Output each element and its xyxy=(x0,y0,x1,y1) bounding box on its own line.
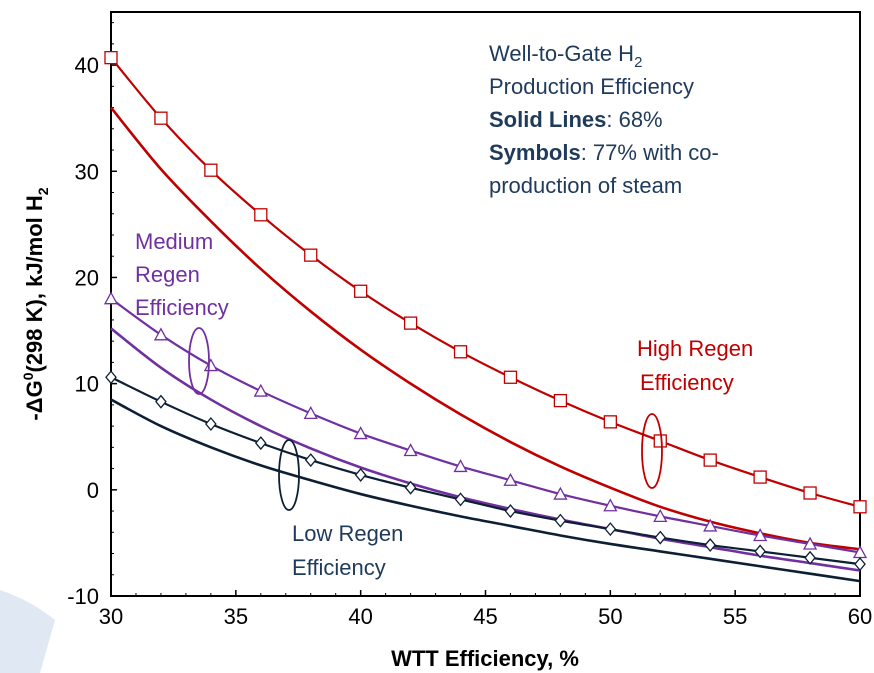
annotation-symbols-line2: production of steam xyxy=(489,173,682,198)
high-symbol-line xyxy=(110,56,861,508)
medium-triangle-marker xyxy=(653,509,668,523)
high-square-marker xyxy=(603,415,617,429)
x-tick-label: 40 xyxy=(348,604,372,629)
low-regen-label-1: Low Regen xyxy=(292,521,403,546)
low-diamond-marker xyxy=(804,550,816,565)
low-diamond-marker xyxy=(254,436,267,451)
x-tick-label: 55 xyxy=(723,604,747,629)
medium-regen-label-3: Efficiency xyxy=(135,295,229,320)
low-diamond-marker xyxy=(854,557,866,572)
medium-triangle-marker xyxy=(153,327,169,341)
medium-triangle-marker xyxy=(403,443,418,457)
low-solid-line xyxy=(110,398,861,583)
medium-triangle-marker xyxy=(553,486,568,500)
high-square-marker xyxy=(653,434,667,448)
low-diamond-marker xyxy=(454,492,467,507)
high-square-marker xyxy=(753,470,767,484)
high-square-marker xyxy=(703,453,717,467)
high-group-ellipse xyxy=(641,413,663,489)
low-diamond-marker xyxy=(554,513,567,528)
medium-triangle-marker xyxy=(802,536,818,550)
high-regen-label-1: High Regen xyxy=(637,336,753,361)
low-diamond-marker xyxy=(404,480,417,495)
medium-triangle-marker xyxy=(603,498,618,512)
annotation-box-title: Well-to-Gate H2 xyxy=(489,41,642,71)
x-axis-title: WTT Efficiency, % xyxy=(391,646,579,671)
medium-triangle-marker xyxy=(703,518,718,532)
high-square-marker xyxy=(304,248,318,262)
low-regen-label-2: Efficiency xyxy=(292,555,386,580)
low-diamond-marker xyxy=(504,504,517,519)
low-diamond-marker xyxy=(604,522,617,537)
series-layer xyxy=(103,51,868,583)
low-group-ellipse xyxy=(278,439,300,511)
high-regen-label-2: Efficiency xyxy=(640,370,734,395)
low-diamond-marker xyxy=(704,538,717,553)
series-medium-line xyxy=(110,327,861,572)
medium-triangle-marker xyxy=(103,291,119,305)
background-swoosh xyxy=(0,590,55,673)
plot-area xyxy=(110,11,861,597)
low-symbol-line xyxy=(110,376,861,566)
annotation-symbols: Symbols: 77% with co- xyxy=(489,140,719,165)
medium-triangle-marker xyxy=(303,406,318,420)
x-tick-label: 50 xyxy=(598,604,622,629)
y-tick-label: 10 xyxy=(75,372,99,397)
x-tick-label: 60 xyxy=(848,604,872,629)
high-square-marker xyxy=(853,500,867,514)
medium-triangle-marker xyxy=(453,459,468,473)
low-diamond-marker xyxy=(754,544,766,559)
medium-triangle-marker xyxy=(203,358,218,372)
x-tick-label: 30 xyxy=(99,604,123,629)
high-square-marker xyxy=(254,208,268,222)
medium-triangle-marker xyxy=(503,472,518,486)
low-diamond-marker xyxy=(205,416,217,432)
series-low-line xyxy=(110,398,861,583)
y-tick-label: 0 xyxy=(87,478,99,503)
low-diamond-marker xyxy=(654,530,667,545)
series-high-line xyxy=(109,106,861,551)
medium-triangle-marker xyxy=(253,383,268,397)
high-square-marker xyxy=(354,284,368,298)
medium-regen-label-1: Medium xyxy=(135,229,213,254)
y-tick-label: 30 xyxy=(75,159,99,184)
annotation-box-line2: Production Efficiency xyxy=(489,74,694,99)
y-tick-label: 20 xyxy=(75,265,99,290)
high-square-marker xyxy=(453,345,468,359)
axis-ticks: 30 35 40 45 50 55 60 -10 0 10 20 30 40 xyxy=(67,22,872,629)
series-low-diamond xyxy=(105,370,866,572)
y-axis-title: -ΔG0(298 K), kJ/mol H2 xyxy=(20,187,51,420)
high-square-marker xyxy=(104,51,118,65)
medium-triangle-marker xyxy=(353,426,368,440)
annotation-solid-lines: Solid Lines: 68% xyxy=(489,107,663,132)
high-square-marker xyxy=(403,316,418,330)
series-medium-triangle xyxy=(103,291,868,559)
medium-solid-line xyxy=(110,327,861,572)
high-square-marker xyxy=(154,111,168,125)
medium-group-ellipse xyxy=(188,327,210,395)
medium-symbol-line xyxy=(110,297,861,554)
high-solid-line xyxy=(109,106,861,551)
high-square-marker xyxy=(204,163,218,177)
low-diamond-marker xyxy=(304,453,317,468)
high-square-marker xyxy=(503,370,518,384)
medium-triangle-marker xyxy=(753,528,768,542)
y-tick-label: 40 xyxy=(75,53,99,78)
high-square-marker xyxy=(803,486,817,500)
x-tick-label: 45 xyxy=(473,604,497,629)
medium-regen-label-2: Regen xyxy=(135,262,200,287)
low-diamond-marker xyxy=(105,370,117,385)
low-diamond-marker xyxy=(354,467,367,482)
high-square-marker xyxy=(553,393,568,408)
x-tick-label: 35 xyxy=(224,604,248,629)
y-tick-label: -10 xyxy=(67,584,99,609)
series-high-square xyxy=(104,51,867,514)
low-diamond-marker xyxy=(155,394,167,409)
